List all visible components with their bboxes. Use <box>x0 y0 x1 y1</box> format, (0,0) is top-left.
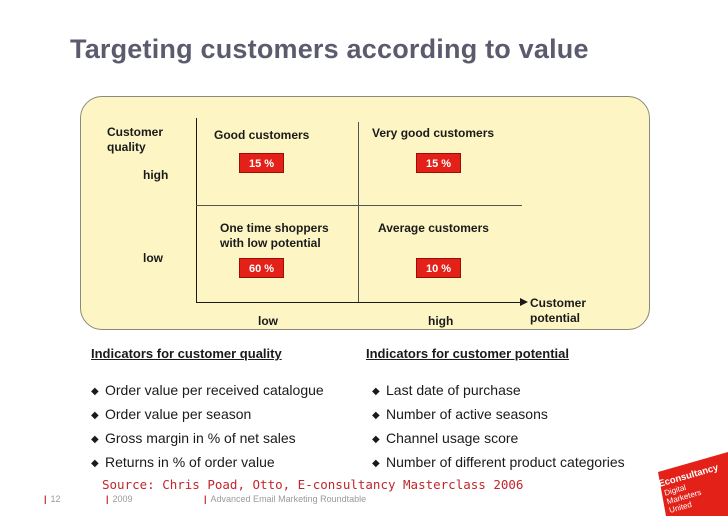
quadrant-divider-vertical <box>358 122 359 302</box>
value-matrix-panel <box>80 96 650 330</box>
diamond-bullet-icon: ◆ <box>372 410 380 421</box>
potential-indicators-heading: Indicators for customer potential <box>366 346 569 361</box>
x-axis-label: Customer potential <box>530 296 586 326</box>
slide-title: Targeting customers according to value <box>70 34 589 64</box>
quadrant-good-customers-label: Good customers <box>214 128 310 142</box>
list-item: ◆ Order value per received catalogue <box>91 381 324 405</box>
quadrant-one-time-shoppers-badge: 60 % <box>239 258 284 278</box>
diamond-bullet-icon: ◆ <box>372 458 380 469</box>
quadrant-good-customers-badge: 15 % <box>239 153 284 173</box>
quadrant-one-time-shoppers-label: One time shoppers with low potential <box>220 221 329 251</box>
y-high-label: high <box>143 168 169 182</box>
diamond-bullet-icon: ◆ <box>91 434 99 445</box>
quadrant-very-good-customers-label: Very good customers <box>372 126 495 140</box>
x-axis-line <box>196 302 522 303</box>
list-item: ◆ Last date of purchase <box>372 381 625 405</box>
diamond-bullet-icon: ◆ <box>372 434 380 445</box>
diamond-bullet-icon: ◆ <box>91 458 99 469</box>
list-item: ◆ Number of active seasons <box>372 405 625 429</box>
x-axis-label-line2: potential <box>530 311 580 325</box>
x-axis-label-line1: Customer <box>530 296 587 310</box>
logo-background <box>658 452 728 516</box>
list-item: ◆ Returns in % of order value <box>91 453 324 477</box>
diamond-bullet-icon: ◆ <box>91 386 99 397</box>
quality-indicators-list: ◆ Order value per received catalogue ◆ Ord… <box>91 381 324 477</box>
list-item: ◆ Order value per season <box>91 405 324 429</box>
y-axis-line <box>196 118 197 302</box>
diamond-bullet-icon: ◆ <box>91 410 99 421</box>
diamond-bullet-icon: ◆ <box>372 386 380 397</box>
x-axis-arrow-icon <box>520 298 528 306</box>
y-axis-label-line1: Customer <box>107 125 164 139</box>
econsultancy-logo: Econsultancy Digital Marketers United <box>657 452 728 516</box>
quality-indicators-heading: Indicators for customer quality <box>91 346 282 361</box>
potential-indicators-list: ◆ Last date of purchase ◆ Number of active… <box>372 381 625 477</box>
quadrant-average-customers-label: Average customers <box>378 221 489 235</box>
quadrant-one-time-shoppers-line2: with low potential <box>220 236 321 250</box>
x-low-label: low <box>258 314 278 328</box>
list-item: ◆ Channel usage score <box>372 429 625 453</box>
x-high-label: high <box>428 314 454 328</box>
footer-page-number: | 12 <box>44 494 61 504</box>
list-item: ◆ Number of different product categories <box>372 453 625 477</box>
y-low-label: low <box>143 251 163 265</box>
list-item: ◆ Gross margin in % of net sales <box>91 429 324 453</box>
footer-event: | Advanced Email Marketing Roundtable <box>204 494 367 504</box>
quadrant-one-time-shoppers-line1: One time shoppers <box>220 221 329 235</box>
quadrant-average-customers-badge: 10 % <box>416 258 461 278</box>
y-axis-label-line2: quality <box>107 140 146 154</box>
quadrant-very-good-customers-badge: 15 % <box>416 153 461 173</box>
y-axis-label: Customer quality <box>107 125 163 155</box>
footer-year: | 2009 <box>106 494 133 504</box>
quadrant-divider-horizontal <box>196 205 522 206</box>
source-citation: Source: Chris Poad, Otto, E-consultancy … <box>102 477 524 492</box>
